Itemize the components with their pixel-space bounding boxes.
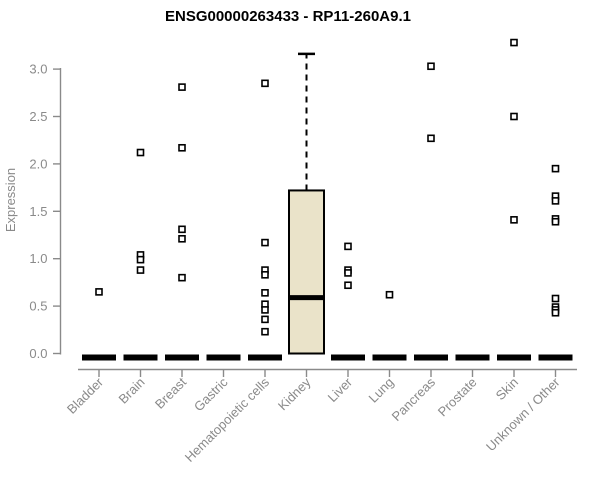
x-tick-label: Breast [152, 374, 189, 411]
chart-title: ENSG00000263433 - RP11-260A9.1 [164, 8, 411, 25]
x-tick-label: Gastric [191, 374, 231, 414]
outlier-point [510, 38, 518, 47]
y-tick-label: 0.5 [29, 299, 47, 314]
collapsed-box [414, 354, 448, 361]
outlier-point [344, 242, 352, 251]
outlier-point [178, 273, 186, 282]
collapsed-box [206, 354, 241, 361]
x-tick-label: Liver [325, 374, 356, 405]
y-tick-label: 1.5 [29, 204, 47, 219]
outlier-point [427, 62, 435, 71]
outlier-point [510, 112, 518, 121]
y-axis-label: Expression [3, 168, 18, 232]
x-tick-label: Kidney [275, 374, 314, 413]
outlier-point [136, 148, 145, 157]
outlier-point [261, 327, 269, 336]
outlier-point [551, 197, 560, 205]
outlier-point [344, 281, 352, 290]
outlier-point [551, 308, 560, 317]
collapsed-box [82, 354, 116, 361]
x-tick-label: Pancreas [389, 374, 439, 424]
outlier-point [136, 266, 145, 274]
x-tick-label: Unknown / Other [483, 374, 563, 454]
outlier-point [95, 288, 103, 296]
outlier-point [551, 164, 560, 173]
x-tick-label: Lung [366, 375, 397, 406]
collapsed-box [248, 354, 282, 361]
outlier-point [178, 83, 186, 91]
outlier-point [136, 255, 145, 264]
collapsed-box [123, 354, 158, 361]
y-tick-label: 1.0 [29, 251, 47, 266]
outlier-point [551, 217, 560, 226]
x-tick-label: Skin [493, 375, 521, 403]
collapsed-box [331, 354, 365, 361]
boxplot-box [288, 189, 325, 355]
collapsed-box [372, 354, 407, 361]
collapsed-box [165, 354, 199, 361]
outlier-point [510, 216, 518, 224]
outlier-point [385, 290, 394, 299]
outlier-point [261, 271, 269, 279]
collapsed-box [538, 354, 573, 361]
x-tick-label: Bladder [64, 374, 107, 417]
y-tick-label: 2.0 [29, 156, 47, 171]
outlier-point [344, 269, 352, 277]
x-tick-label: Brain [116, 375, 148, 407]
outlier-point [261, 238, 269, 247]
outlier-point [178, 225, 186, 234]
outlier-point [551, 294, 560, 303]
y-tick-label: 0.0 [29, 346, 47, 361]
x-tick-label: Prostate [435, 375, 480, 420]
outlier-point [261, 79, 269, 88]
collapsed-box [455, 354, 490, 361]
outlier-point [178, 143, 186, 152]
outlier-point [261, 306, 269, 314]
outlier-point [261, 289, 269, 297]
y-tick-label: 3.0 [29, 62, 47, 77]
outlier-point [427, 134, 435, 143]
y-tick-label: 2.5 [29, 109, 47, 124]
outlier-point [261, 315, 269, 324]
outlier-point [178, 234, 186, 243]
collapsed-box [497, 354, 531, 361]
